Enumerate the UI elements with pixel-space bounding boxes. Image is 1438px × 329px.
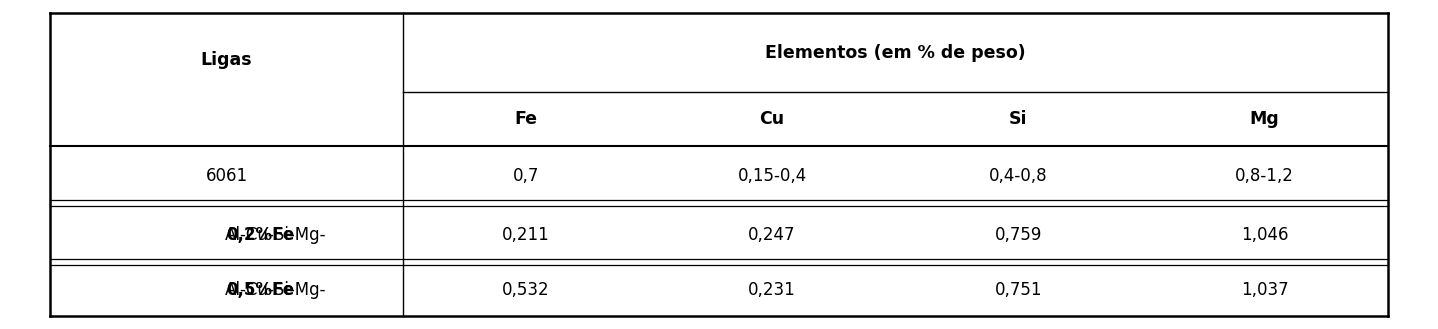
Text: 0,211: 0,211 xyxy=(502,226,549,244)
Text: 0,751: 0,751 xyxy=(995,281,1043,299)
Text: 0,7: 0,7 xyxy=(512,167,539,185)
Text: Cu: Cu xyxy=(759,110,785,128)
Text: Mg: Mg xyxy=(1250,110,1280,128)
Text: 1,046: 1,046 xyxy=(1241,226,1288,244)
Text: Al-Cu-Si-Mg-: Al-Cu-Si-Mg- xyxy=(226,281,326,299)
Text: 0,2%Fe: 0,2%Fe xyxy=(227,226,295,244)
Text: Ligas: Ligas xyxy=(201,51,252,69)
Text: Si: Si xyxy=(1009,110,1028,128)
Text: 0,532: 0,532 xyxy=(502,281,549,299)
Text: 0,231: 0,231 xyxy=(748,281,795,299)
Text: Fe: Fe xyxy=(515,110,538,128)
Text: 0,8-1,2: 0,8-1,2 xyxy=(1235,167,1294,185)
Text: Al-Cu-Si-Mg-: Al-Cu-Si-Mg- xyxy=(226,226,326,244)
Text: 0,247: 0,247 xyxy=(748,226,795,244)
Text: 6061: 6061 xyxy=(206,167,247,185)
Text: Elementos (em % de peso): Elementos (em % de peso) xyxy=(765,44,1025,62)
Text: 0,15-0,4: 0,15-0,4 xyxy=(738,167,807,185)
Text: 1,037: 1,037 xyxy=(1241,281,1288,299)
Text: 0,5%Fe: 0,5%Fe xyxy=(227,281,295,299)
Text: 0,759: 0,759 xyxy=(995,226,1043,244)
Text: 0,4-0,8: 0,4-0,8 xyxy=(989,167,1048,185)
